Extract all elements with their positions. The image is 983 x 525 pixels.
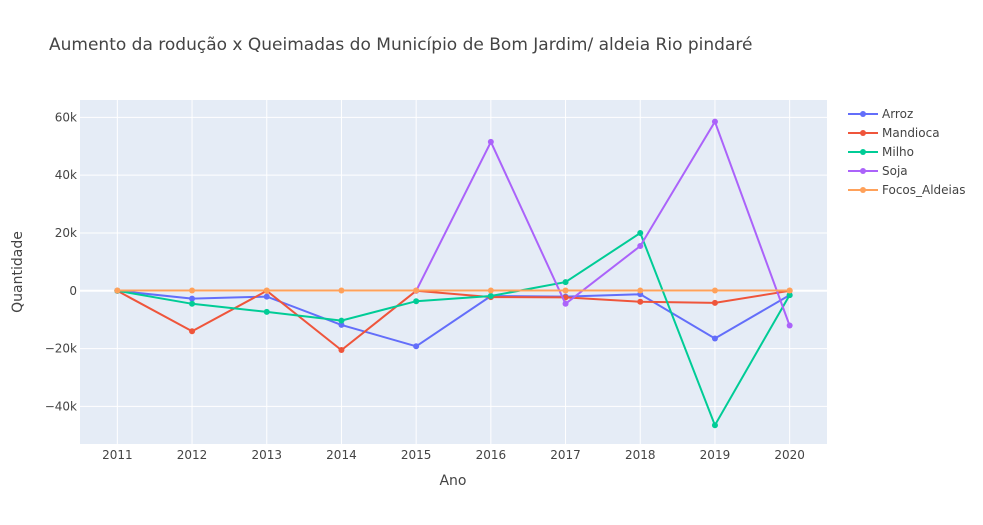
legend-label: Soja xyxy=(882,164,908,178)
x-tick-labels: 2011 2012 2013 2014 2015 2016 2017 2018 2019 2020 xyxy=(102,448,805,462)
series-line-milho xyxy=(117,231,791,428)
x-tick-label: 2018 xyxy=(625,448,656,462)
data-point-soja xyxy=(637,242,644,249)
data-point-focos-aldeias xyxy=(189,287,196,294)
data-point-arroz xyxy=(263,293,270,300)
x-tick-label: 2020 xyxy=(774,448,805,462)
data-point-milho xyxy=(637,229,644,236)
chart-title: Aumento da rodução x Queimadas do Municí… xyxy=(49,35,752,55)
data-point-milho xyxy=(189,300,196,307)
series-line-arroz xyxy=(117,289,791,348)
data-point-milho xyxy=(562,279,569,286)
data-point-focos-aldeias xyxy=(338,287,345,294)
series-group xyxy=(114,118,793,429)
x-axis-title: Ano xyxy=(439,473,466,489)
data-point-milho xyxy=(487,292,494,299)
x-tick-label: 2011 xyxy=(102,448,133,462)
y-axis-title: Quantidade xyxy=(10,231,26,313)
data-point-mandioca xyxy=(338,347,345,354)
legend-swatch-marker xyxy=(860,168,866,174)
series-line-soja xyxy=(415,119,791,326)
data-point-focos-aldeias xyxy=(562,287,569,294)
y-tick-labels: −40k −20k 0 20k 40k 60k xyxy=(45,110,77,413)
legend-label: Milho xyxy=(882,145,914,159)
y-tick-label: 40k xyxy=(55,168,77,182)
legend-swatch-marker xyxy=(860,111,866,117)
data-point-arroz xyxy=(189,295,196,302)
data-point-mandioca xyxy=(637,298,644,305)
x-tick-label: 2017 xyxy=(550,448,581,462)
data-point-focos-aldeias xyxy=(786,287,793,294)
gridlines xyxy=(80,100,827,444)
data-point-focos-aldeias xyxy=(114,287,121,294)
x-tick-label: 2013 xyxy=(251,448,282,462)
x-tick-label: 2019 xyxy=(700,448,731,462)
y-tick-label: −40k xyxy=(45,399,77,413)
x-tick-label: 2012 xyxy=(177,448,208,462)
y-tick-label: 60k xyxy=(55,110,77,124)
y-tick-label: 20k xyxy=(55,226,77,240)
data-point-focos-aldeias xyxy=(487,287,494,294)
legend-item-soja[interactable]: Soja xyxy=(848,164,908,178)
data-point-focos-aldeias xyxy=(637,287,644,294)
legend-label: Arroz xyxy=(882,107,913,121)
legend-item-mandioca[interactable]: Mandioca xyxy=(848,126,940,140)
legend-swatch-marker xyxy=(860,187,866,193)
data-point-soja xyxy=(487,138,494,145)
series-focos-aldeias xyxy=(114,287,793,294)
data-point-soja xyxy=(562,300,569,307)
legend-label: Mandioca xyxy=(882,126,940,140)
data-point-milho xyxy=(338,317,345,324)
legend-item-milho[interactable]: Milho xyxy=(848,145,914,159)
data-point-milho xyxy=(263,308,270,315)
data-point-arroz xyxy=(711,335,718,342)
data-point-arroz xyxy=(338,321,345,328)
data-point-milho xyxy=(711,422,718,429)
data-point-mandioca xyxy=(711,299,718,306)
legend-label: Focos_Aldeias xyxy=(882,183,966,197)
x-tick-label: 2015 xyxy=(401,448,432,462)
data-point-focos-aldeias xyxy=(413,287,420,294)
legend-item-focos-aldeias[interactable]: Focos_Aldeias xyxy=(848,183,966,197)
data-point-mandioca xyxy=(189,328,196,335)
series-line-mandioca xyxy=(116,289,790,352)
data-point-focos-aldeias xyxy=(711,287,718,294)
y-tick-label: −20k xyxy=(45,342,77,356)
legend-swatch-marker xyxy=(860,149,866,155)
x-tick-label: 2016 xyxy=(476,448,507,462)
data-point-focos-aldeias xyxy=(263,287,270,294)
x-tick-label: 2014 xyxy=(326,448,357,462)
legend-swatch-marker xyxy=(860,130,866,136)
legend[interactable]: Arroz Mandioca Milho Soja Focos_Aldeias xyxy=(848,107,966,197)
plot-area xyxy=(80,100,827,444)
data-point-arroz xyxy=(413,343,420,350)
y-tick-label: 0 xyxy=(69,284,77,298)
data-point-milho xyxy=(786,292,793,299)
data-point-soja xyxy=(711,118,718,125)
data-point-soja xyxy=(786,322,793,329)
legend-item-arroz[interactable]: Arroz xyxy=(848,107,913,121)
data-point-milho xyxy=(413,298,420,305)
